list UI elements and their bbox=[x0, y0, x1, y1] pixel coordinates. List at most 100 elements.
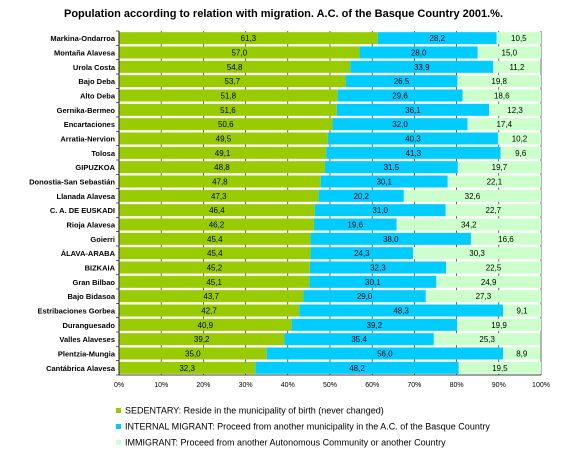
data-label: 61,3 bbox=[241, 34, 257, 43]
category-label: Llanada Alavesa bbox=[56, 192, 115, 201]
data-label: 24,3 bbox=[354, 249, 370, 258]
legend-item-internal-migrant: INTERNAL MIGRANT: Proceed from another m… bbox=[116, 421, 490, 432]
data-label: 46,2 bbox=[209, 221, 225, 230]
data-label: 29,0 bbox=[357, 292, 373, 301]
bar-segment-immigrant bbox=[503, 304, 541, 317]
bar-segment-internal-migrant bbox=[359, 46, 478, 59]
data-label: 53,7 bbox=[225, 77, 241, 86]
data-label: 49,1 bbox=[215, 149, 231, 158]
bar-segment-internal-migrant bbox=[284, 333, 434, 346]
bar-segment-immigrant bbox=[457, 161, 541, 174]
data-label: 25,3 bbox=[479, 335, 495, 344]
data-label: 22,5 bbox=[486, 264, 502, 273]
bar-segment-sedentary bbox=[119, 46, 360, 59]
bar-segment-immigrant bbox=[467, 118, 541, 131]
data-label: 31,5 bbox=[384, 163, 400, 172]
category-label: Cantábrica Alavesa bbox=[46, 364, 116, 373]
data-label: 24,9 bbox=[481, 278, 497, 287]
data-label: 50,6 bbox=[218, 120, 234, 129]
bar-segment-internal-migrant bbox=[255, 361, 459, 374]
legend-label-immigrant: IMMIGRANT: Proceed from another Autonomo… bbox=[125, 437, 446, 448]
category-label: Tolosa bbox=[91, 149, 115, 158]
bar-segment-sedentary bbox=[119, 189, 319, 202]
data-label: 18,6 bbox=[494, 92, 510, 101]
data-label: 32,0 bbox=[392, 120, 408, 129]
bar-layer bbox=[119, 32, 541, 374]
bar-segment-sedentary bbox=[119, 75, 346, 88]
category-label: ÁLAVA-ARABA bbox=[61, 249, 116, 258]
data-label: 48,3 bbox=[393, 307, 409, 316]
data-label: 40,3 bbox=[405, 135, 421, 144]
bar-segment-internal-migrant bbox=[324, 161, 458, 174]
data-label: 39,2 bbox=[367, 321, 383, 330]
data-label: 32,3 bbox=[179, 364, 195, 373]
data-label: 35,0 bbox=[185, 350, 201, 359]
bar-segment-internal-migrant bbox=[327, 132, 498, 145]
bar-segment-immigrant bbox=[413, 247, 541, 260]
bar-segment-immigrant bbox=[489, 103, 541, 116]
data-label: 28,0 bbox=[411, 49, 427, 58]
category-label: Duranguesado bbox=[62, 321, 115, 330]
category-label: BIZKAIA bbox=[85, 264, 116, 273]
bar-segment-internal-migrant bbox=[345, 75, 458, 88]
data-label: 57,0 bbox=[231, 49, 247, 58]
data-label: 32,6 bbox=[465, 192, 481, 201]
bar-segment-internal-migrant bbox=[332, 118, 468, 131]
bar-segment-internal-migrant bbox=[377, 32, 497, 45]
data-label: 45,1 bbox=[206, 278, 222, 287]
bar-segment-internal-migrant bbox=[299, 304, 504, 317]
bar-segment-immigrant bbox=[477, 46, 541, 59]
x-tick-label: 40% bbox=[281, 382, 295, 389]
legend-item-immigrant: IMMIGRANT: Proceed from another Autonomo… bbox=[116, 437, 446, 448]
category-label: Arratia-Nervion bbox=[60, 135, 115, 144]
category-label: Gernika-Bermeo bbox=[57, 106, 116, 115]
data-label: 38,0 bbox=[383, 235, 399, 244]
bar-segment-sedentary bbox=[119, 132, 328, 145]
data-label: 40,9 bbox=[198, 321, 214, 330]
x-tick-label: 90% bbox=[492, 382, 506, 389]
data-label: 15,0 bbox=[502, 49, 518, 58]
data-label: 19,9 bbox=[491, 321, 507, 330]
x-tick-label: 80% bbox=[450, 382, 464, 389]
data-label: 16,6 bbox=[498, 235, 514, 244]
category-label: Donostia-San Sebastián bbox=[29, 178, 115, 187]
legend-swatch-immigrant bbox=[116, 440, 121, 446]
bar-segment-internal-migrant bbox=[326, 146, 501, 159]
bar-segment-internal-migrant bbox=[291, 318, 458, 331]
x-tick-label: 10% bbox=[154, 382, 168, 389]
bar-segment-internal-migrant bbox=[313, 218, 397, 231]
bar-segment-immigrant bbox=[425, 290, 541, 303]
legend-item-sedentary: SEDENTARY: Reside in the municipality of… bbox=[116, 405, 384, 416]
data-label: 29,6 bbox=[392, 92, 408, 101]
data-label: 10,2 bbox=[512, 135, 528, 144]
data-label: 19,7 bbox=[492, 163, 508, 172]
data-label: 46,4 bbox=[209, 206, 225, 215]
data-label: 56,0 bbox=[377, 350, 393, 359]
data-label: 19,8 bbox=[491, 77, 507, 86]
data-label: 47,3 bbox=[211, 192, 227, 201]
legend-label-internal-migrant: INTERNAL MIGRANT: Proceed from another m… bbox=[125, 421, 490, 432]
data-label: 34,2 bbox=[461, 221, 477, 230]
category-label: Gran Bilbao bbox=[72, 278, 115, 287]
bar-segment-immigrant bbox=[457, 75, 541, 88]
data-label: 45,2 bbox=[207, 264, 223, 273]
bar-segment-internal-migrant bbox=[303, 290, 426, 303]
bar-segment-internal-migrant bbox=[320, 175, 448, 188]
data-label: 10,5 bbox=[511, 34, 527, 43]
bar-segment-internal-migrant bbox=[266, 347, 504, 360]
bar-segment-sedentary bbox=[119, 89, 338, 102]
category-label: Alto Deba bbox=[80, 92, 116, 101]
label-layer: 61,3 28,2 10,5 57,0 28,0 15,0 54,8 33,9 11,2 53,7… bbox=[179, 34, 528, 373]
x-tick-label: 30% bbox=[239, 382, 253, 389]
axis-layer: 0% 10% 20% 30% 40% 50% 60% 70% 80% 90% 100% Markina… bbox=[29, 30, 550, 389]
category-label: Montaña Alavesa bbox=[54, 49, 116, 58]
x-tick-label: 20% bbox=[196, 382, 210, 389]
bar-segment-sedentary bbox=[119, 161, 325, 174]
data-label: 9,1 bbox=[516, 307, 528, 316]
x-tick-label: 70% bbox=[407, 382, 421, 389]
data-label: 51,6 bbox=[220, 106, 236, 115]
category-label: Rioja Alavesa bbox=[67, 221, 116, 230]
data-label: 45,4 bbox=[207, 249, 223, 258]
category-label: C. A. DE EUSKADI bbox=[50, 206, 115, 215]
bar-segment-immigrant bbox=[496, 32, 541, 45]
